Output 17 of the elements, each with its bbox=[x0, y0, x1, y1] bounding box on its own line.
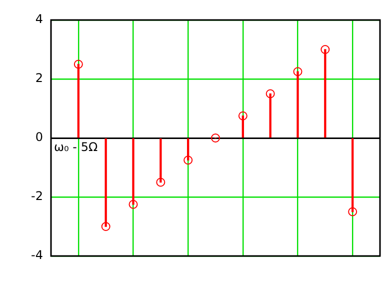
point bbox=[211, 134, 220, 142]
point bbox=[266, 89, 275, 98]
annotation: ω₀ - 5Ω bbox=[54, 140, 98, 154]
point bbox=[238, 111, 248, 120]
point bbox=[320, 45, 330, 54]
point bbox=[184, 156, 193, 165]
point bbox=[156, 178, 166, 187]
y-tick-label: 2 bbox=[35, 71, 43, 86]
point bbox=[293, 67, 302, 76]
y-tick-label: -4 bbox=[31, 248, 43, 262]
point bbox=[101, 222, 110, 231]
y-tick-label: -2 bbox=[31, 189, 43, 204]
point bbox=[74, 60, 83, 69]
y-tick-label: 0 bbox=[35, 130, 43, 144]
y-tick-label: 4 bbox=[35, 12, 43, 26]
point bbox=[348, 207, 358, 216]
point bbox=[128, 200, 138, 209]
